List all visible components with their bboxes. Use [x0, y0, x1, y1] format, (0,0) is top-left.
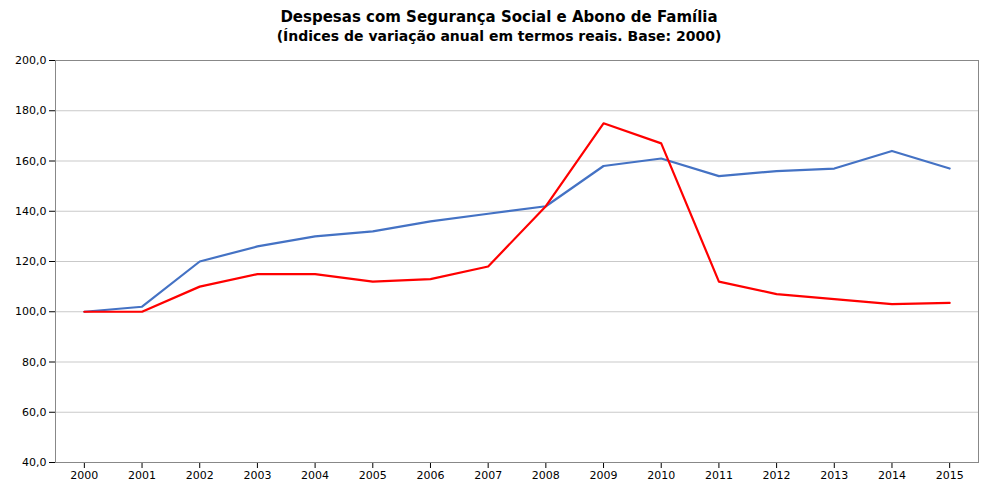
svg-text:2011: 2011: [705, 469, 733, 482]
svg-text:200,0: 200,0: [15, 54, 47, 67]
svg-text:60,0: 60,0: [22, 406, 47, 419]
svg-text:40,0: 40,0: [22, 456, 47, 469]
svg-text:2014: 2014: [878, 469, 906, 482]
svg-text:2009: 2009: [590, 469, 618, 482]
svg-text:2012: 2012: [763, 469, 791, 482]
svg-text:80,0: 80,0: [22, 356, 47, 369]
svg-text:2000: 2000: [70, 469, 98, 482]
svg-text:2005: 2005: [359, 469, 387, 482]
svg-text:2006: 2006: [416, 469, 444, 482]
html-text:Despesas com Segurança Social: Despesas com Segurança Social e Abono de…: [280, 8, 718, 26]
svg-text:2007: 2007: [474, 469, 502, 482]
svg-text:2003: 2003: [243, 469, 271, 482]
svg-text:160,0: 160,0: [15, 155, 47, 168]
svg-text:140,0: 140,0: [15, 205, 47, 218]
svg-text:2015: 2015: [936, 469, 964, 482]
svg-text:2008: 2008: [532, 469, 560, 482]
svg-text:180,0: 180,0: [15, 104, 47, 117]
svg-text:100,0: 100,0: [15, 305, 47, 318]
svg-text:120,0: 120,0: [15, 255, 47, 268]
svg-text:2002: 2002: [186, 469, 214, 482]
svg-text:2010: 2010: [647, 469, 675, 482]
svg-text:2001: 2001: [128, 469, 156, 482]
svg-text:2013: 2013: [820, 469, 848, 482]
html-text:(Índices de variação anual em: (Índices de variação anual em termos rea…: [276, 28, 722, 44]
svg-text:2004: 2004: [301, 469, 329, 482]
